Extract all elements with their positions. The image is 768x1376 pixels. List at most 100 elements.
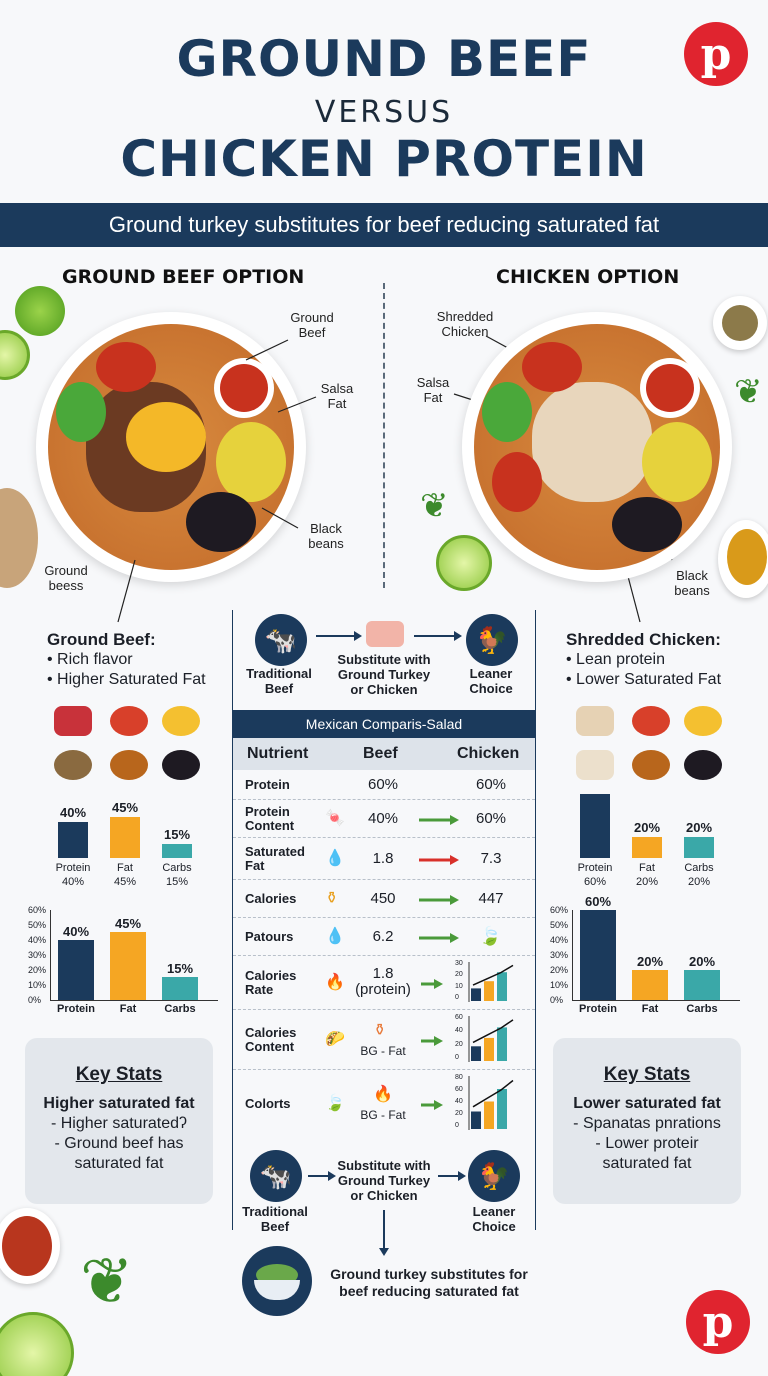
- chicken-x-axis: [572, 1000, 740, 1001]
- chicken-bullet-2: • Lower Saturated Fat: [566, 671, 722, 688]
- beef-bar-label: Fat: [119, 1003, 137, 1015]
- flow-from-label: Traditional Beef: [246, 666, 312, 696]
- center-divider: [383, 283, 385, 588]
- trend-tick: 60: [455, 1086, 463, 1093]
- chicken-mini-bar-value: 20%: [633, 820, 661, 835]
- trend-tick: 0: [455, 1122, 459, 1129]
- table-cell-beef: 40%: [367, 810, 399, 827]
- arrow-icon: [419, 931, 459, 943]
- beef-bar-label: Carbs: [164, 1003, 196, 1015]
- table-cell-nutrient: Colorts: [245, 1096, 291, 1111]
- table-row: Patours 💧 6.2 🍃: [233, 918, 535, 956]
- chicken-y-tick: 40%: [550, 935, 569, 945]
- flow-middle-label: Substitute with Ground Turkey or Chicken: [337, 652, 431, 697]
- pinterest-icon[interactable]: p: [684, 22, 748, 86]
- table-title: Mexican Comparis-Salad: [233, 710, 535, 738]
- table-cell-nutrient: Calories Content: [245, 1025, 297, 1054]
- beef-key-stats-card: Key Stats Higher saturated fat - Higher …: [25, 1038, 213, 1204]
- table-cell-nutrient: Saturated Fat: [245, 844, 305, 873]
- chicken-key-stats-title: Key Stats: [603, 1064, 691, 1085]
- beef-y-tick: 0%: [28, 995, 42, 1005]
- beef-label-beans: Black beans: [308, 521, 344, 551]
- trend-bars: [468, 1076, 514, 1130]
- trend-bar: [497, 972, 507, 1001]
- chicken-label-salsa: Salsa Fat: [416, 375, 450, 405]
- ground-turkey-icon: [366, 621, 404, 647]
- arrow-icon: [419, 853, 459, 865]
- table-body: Protein 60% 60% Protein Content 🍬 40% 60% Satur…: [233, 770, 535, 1142]
- beef-key-stats-title: Key Stats: [75, 1064, 163, 1085]
- beef-bar-value: 40%: [62, 924, 90, 939]
- table-cell-chicken: 60%: [475, 776, 507, 793]
- trend-tick: 40: [455, 1027, 463, 1035]
- table-cell-chicken: 60%: [475, 810, 507, 827]
- beef-mini-bar-protein: [58, 822, 88, 858]
- trend-tick: 80: [455, 1074, 463, 1081]
- chicken-y-tick: 50%: [550, 920, 569, 930]
- trend-line: [472, 1019, 514, 1044]
- flow-to-label: Leaner Choice: [469, 666, 513, 696]
- chicken-bar-label: Protein: [579, 1003, 617, 1015]
- chicken-key-line-1: Lower saturated fat: [573, 1095, 721, 1112]
- turmeric-bowl-icon: [718, 520, 768, 598]
- table-row: Protein 60% 60%: [233, 770, 535, 800]
- flow-middle-label-2: Substitute with Ground Turkey or Chicken: [337, 1158, 431, 1203]
- chicken-label-shredded: Shredded Chicken: [436, 309, 494, 339]
- table-cell-beef: 1.8 (protein): [355, 965, 411, 998]
- drop-icon: 💧: [325, 928, 345, 945]
- chicken-label-beans: Black beans: [674, 568, 710, 598]
- arrow-icon: [421, 1034, 443, 1046]
- beef-bar-fat: [110, 932, 146, 1000]
- chicken-mini-bar-fat: [632, 837, 662, 858]
- chicken-icon-2: [576, 750, 614, 780]
- beef-y-tick: 30%: [28, 950, 47, 960]
- trend-tick: 30: [455, 960, 463, 967]
- beef-mini-bar-fat: [110, 817, 140, 858]
- chicken-y-tick: 60%: [550, 905, 569, 915]
- table-row: Calories ⚱ 450 447: [233, 880, 535, 918]
- beef-bar-label: Protein: [57, 1003, 95, 1015]
- black-beans-icon: [162, 750, 200, 780]
- table-row: Protein Content 🍬 40% 60%: [233, 800, 535, 838]
- beef-y-axis: [50, 910, 51, 1000]
- cumin-icon: [54, 750, 92, 780]
- flow-arrows: [316, 631, 462, 641]
- pinterest-icon-2[interactable]: p: [686, 1290, 750, 1354]
- title-line-3: CHICKEN PROTEIN: [120, 130, 648, 188]
- chicken-key-line-4: saturated fat: [602, 1155, 692, 1172]
- col-nutrient: Nutrient: [247, 745, 309, 762]
- chicken-y-axis: [572, 910, 573, 1000]
- beef-bar-protein: [58, 940, 94, 1000]
- leaf-icon-2: 🍃: [479, 926, 502, 946]
- chicken-y-tick: 0%: [550, 995, 564, 1005]
- footer-caption: Ground turkey substitutes for beef reduc…: [330, 1266, 528, 1299]
- beef-bar-value: 15%: [166, 961, 194, 976]
- black-beans-icon-2: [684, 750, 722, 780]
- trend-tick: 40: [455, 1098, 463, 1105]
- chicken-mini-bar-pct: 20%: [687, 876, 711, 888]
- spice-bowl-icon: [713, 296, 767, 350]
- beef-y-tick: 40%: [28, 935, 47, 945]
- leaf-icon: 🍃: [325, 1095, 345, 1112]
- trend-bar: [484, 1101, 494, 1129]
- chicken-y-tick: 20%: [550, 965, 569, 975]
- trend-bar: [497, 1027, 507, 1061]
- flow-from-label-2: Traditional Beef: [242, 1204, 308, 1234]
- beef-label-ground-beess: Ground beess: [44, 563, 88, 593]
- beef-x-axis: [50, 1000, 218, 1001]
- chicken-bullet-1: • Lean protein: [566, 651, 666, 668]
- trend-mini-chart: 60 40 20 0: [455, 1014, 517, 1064]
- beef-y-tick: 20%: [28, 965, 47, 975]
- beef-option-description: Ground Beef: • Rich flavor • Higher Satu…: [47, 630, 206, 690]
- chicken-key-line-3: - Lower proteir: [595, 1135, 699, 1152]
- trend-mini-chart: 30 20 10 0: [455, 960, 517, 1004]
- table-row: Calories Content 🌮 BG - Fat ⚱ 60 40 20 0: [233, 1010, 535, 1070]
- beef-key-line-3: - Ground beef has: [54, 1135, 184, 1152]
- table-cell-beef: 60%: [367, 776, 399, 793]
- beef-mini-bar-pct: 40%: [61, 876, 85, 888]
- trend-bar: [471, 988, 481, 1001]
- flow-to-label-2: Leaner Choice: [472, 1204, 516, 1234]
- table-cell-beef: 6.2: [372, 928, 394, 945]
- chicken-option-title: Shredded Chicken:: [566, 630, 721, 649]
- chicken-bar-label: Carbs: [686, 1003, 718, 1015]
